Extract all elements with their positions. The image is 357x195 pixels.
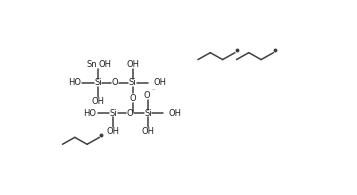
Text: OH: OH <box>99 60 112 69</box>
Text: OH: OH <box>126 60 139 69</box>
Text: Si: Si <box>110 109 117 118</box>
Text: Si: Si <box>144 109 152 118</box>
Text: HO: HO <box>83 109 96 118</box>
Text: Sn: Sn <box>86 60 97 69</box>
Text: ⁻: ⁻ <box>152 90 155 94</box>
Text: O: O <box>127 109 134 118</box>
Text: Si: Si <box>94 78 102 87</box>
Text: OH: OH <box>153 78 166 87</box>
Text: O: O <box>111 78 118 87</box>
Text: OH: OH <box>169 109 182 118</box>
Text: OH: OH <box>141 128 155 136</box>
Text: HO: HO <box>68 78 81 87</box>
Text: Si: Si <box>129 78 136 87</box>
Text: OH: OH <box>91 97 104 106</box>
Text: O: O <box>144 90 150 99</box>
Text: OH: OH <box>107 128 120 136</box>
Text: O: O <box>129 94 136 103</box>
